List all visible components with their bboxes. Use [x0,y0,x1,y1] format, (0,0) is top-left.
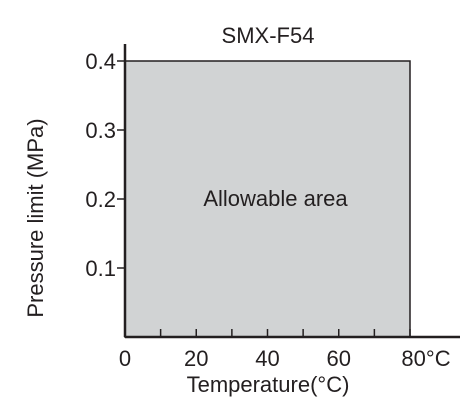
x-axis-label: Temperature(°C) [187,372,350,397]
y-tick-label: 0.2 [85,187,116,212]
x-tick-label: 0 [119,346,131,371]
x-tick-label: 20 [184,346,208,371]
allowable-area-label: Allowable area [203,186,348,211]
y-tick-label: 0.1 [85,256,116,281]
x-tick-label: 60 [327,346,351,371]
y-tick-label: 0.3 [85,118,116,143]
plot-area: Allowable area 0.1 0.2 0.3 0.4 0 20 40 60 80°C [85,44,460,371]
x-tick-label: 40 [255,346,279,371]
chart-title: SMX-F54 [222,23,315,48]
x-tick-label: 80°C [401,346,450,371]
y-tick-label: 0.4 [85,49,116,74]
y-axis-label: Pressure limit (MPa) [23,118,48,317]
allowable-area-region [124,60,411,338]
